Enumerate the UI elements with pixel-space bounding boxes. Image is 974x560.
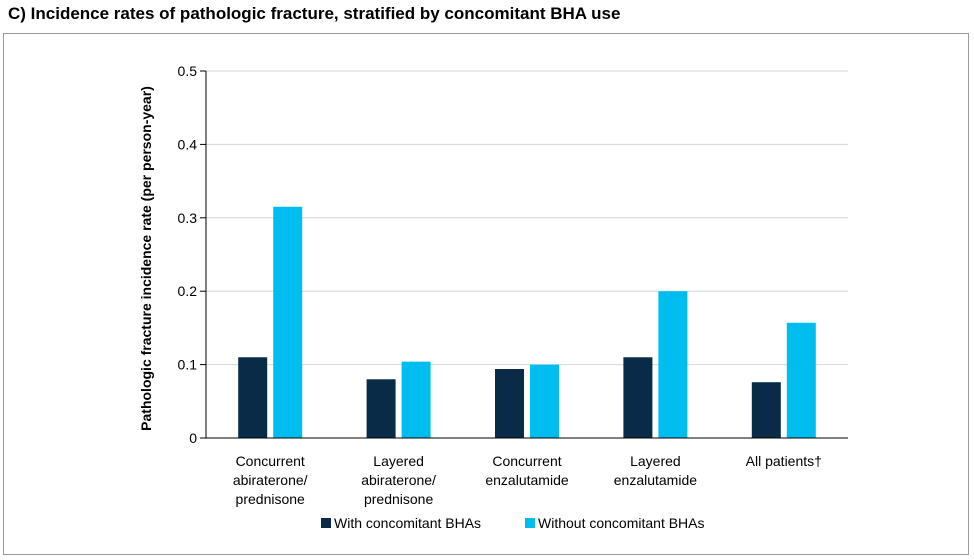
x-tick-label-line: enzalutamide [614, 472, 697, 488]
bar-with-bha [751, 382, 781, 438]
x-tick-label-line: abiraterone/ [233, 472, 308, 488]
x-tick-label: Layered enzalutamide [614, 453, 697, 488]
legend-swatch [321, 518, 331, 528]
x-tick-label: All patients† [746, 453, 822, 469]
x-tick-label-line: enzalutamide [485, 472, 568, 488]
chart-title: C) Incidence rates of pathologic fractur… [8, 4, 621, 23]
x-tick-label: Concurrent enzalutamide [485, 453, 568, 488]
bar-without-bha [273, 206, 303, 438]
gridlines [206, 70, 848, 366]
bar-without-bha [401, 361, 431, 438]
legend-swatch [525, 518, 535, 528]
y-tick-label: 0.1 [178, 357, 198, 373]
labels: 0 0.1 0.2 0.3 0.4 0.5 Pathologic fracture inci… [138, 63, 822, 507]
x-tick-label-line: Layered [373, 453, 424, 469]
y-tick-label: 0.5 [178, 63, 198, 79]
x-tick-label-line: All patients† [746, 453, 822, 469]
bar-with-bha [238, 357, 268, 438]
x-tick-label-line: abiraterone/ [361, 472, 436, 488]
x-tick-label-line: prednisone [364, 491, 433, 507]
y-tick-label: 0.4 [178, 136, 198, 152]
bar-without-bha [786, 322, 816, 438]
bars [238, 206, 816, 438]
legend: With concomitant BHAs Without concomitant… [321, 515, 705, 531]
chart-frame [3, 33, 969, 555]
x-tick-label: Layered abiraterone/prednisone [361, 453, 436, 507]
legend-label: Without concomitant BHAs [538, 515, 705, 531]
x-tick-label-line: Concurrent [492, 453, 561, 469]
y-tick-label: 0 [189, 430, 197, 446]
x-tick-label-line: Layered [630, 453, 681, 469]
axes [200, 70, 848, 439]
x-tick-label-line: Concurrent [236, 453, 305, 469]
y-axis-label: Pathologic fracture incidence rate (per … [138, 86, 154, 431]
bar-without-bha [530, 364, 559, 438]
x-tick-label-line: prednisone [236, 491, 305, 507]
y-tick-label: 0.3 [178, 210, 198, 226]
y-tick-label: 0.2 [178, 283, 198, 299]
bar-with-bha [623, 357, 653, 438]
bar-with-bha [495, 369, 524, 438]
legend-label: With concomitant BHAs [334, 515, 481, 531]
bar-without-bha [658, 291, 688, 438]
bar-with-bha [366, 379, 396, 438]
x-tick-label: Concurrent abiraterone/prednisone [233, 453, 308, 507]
